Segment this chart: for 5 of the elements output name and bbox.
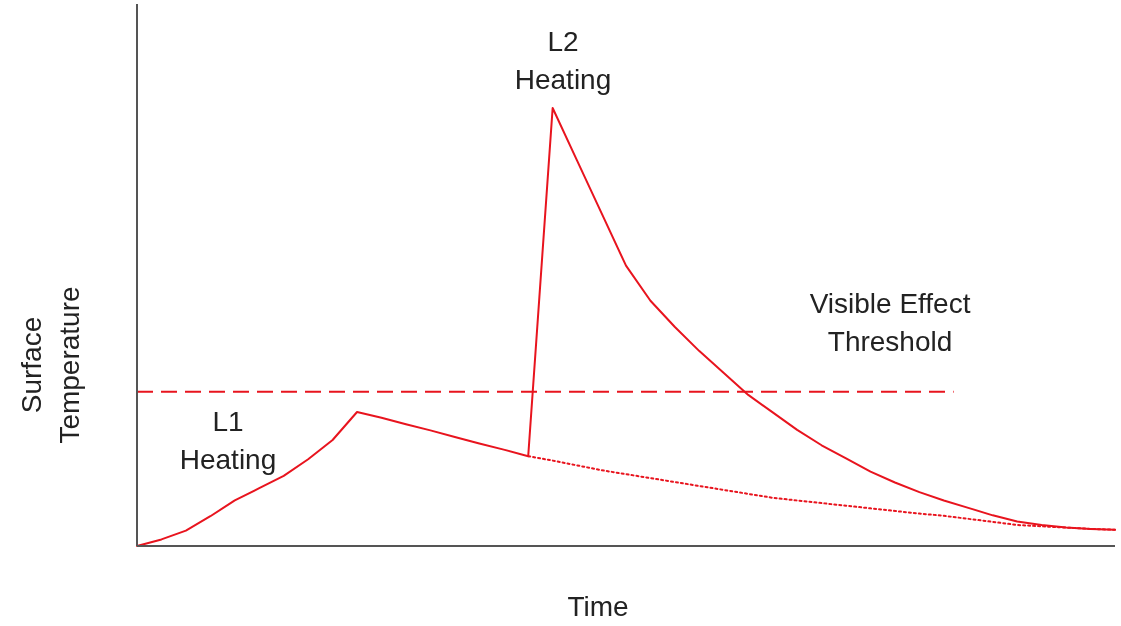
annotation: L1 Heating [179,405,277,475]
x-axis-title: Time [567,590,629,622]
y-axis-title: Surface Temperature [15,286,85,444]
ref-line-label: Visible Effect Threshold [809,287,971,357]
text: L2 Heating [514,25,612,95]
